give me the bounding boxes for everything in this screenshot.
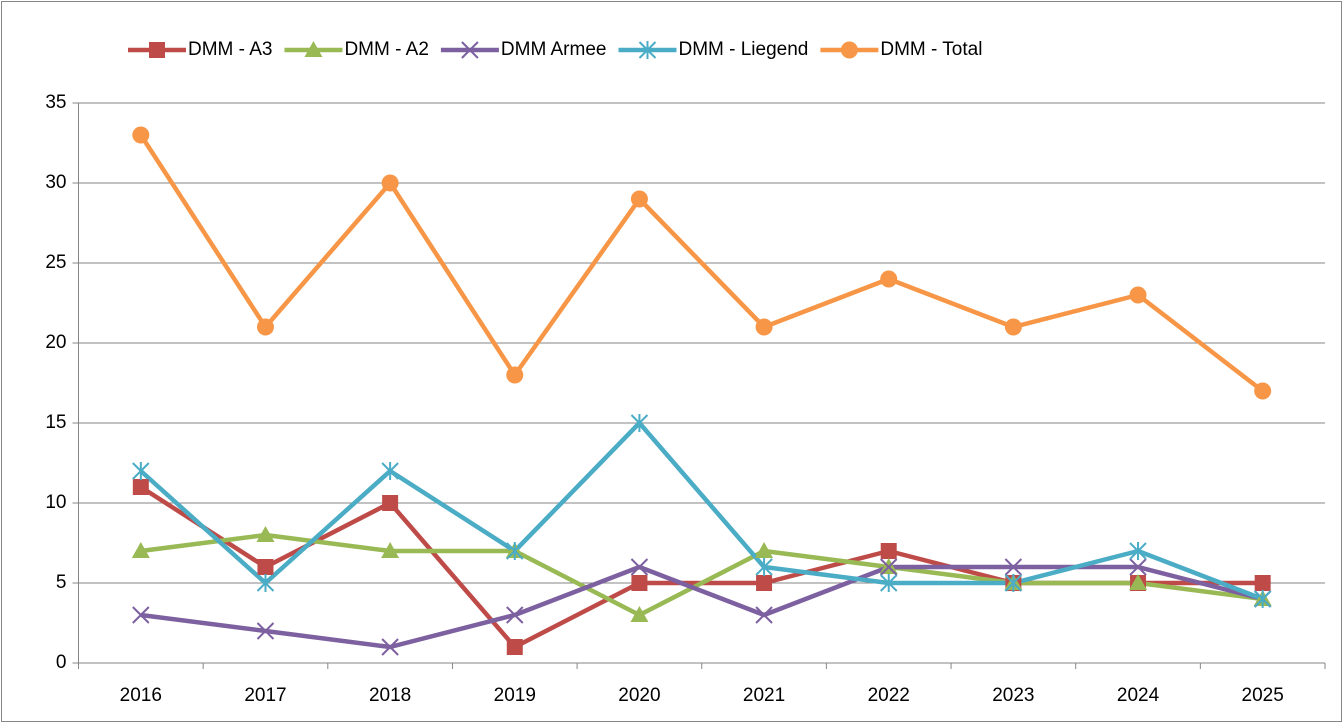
marker [755,558,773,576]
y-tick-label: 15 [45,412,66,433]
marker [880,543,897,559]
marker [1129,542,1147,560]
marker [755,542,774,558]
y-tick-label: 0 [56,652,67,673]
x-tick-label: 2023 [992,685,1034,706]
x-tick-label: 2024 [1117,685,1160,706]
x-tick-label: 2019 [494,685,536,706]
marker [880,558,898,576]
legend-item: DMM - A3 [128,39,272,60]
marker [1004,574,1023,592]
legend-item: DMM - A2 [284,39,429,60]
marker [132,126,150,144]
legend-label: DMM - Liegend [678,39,808,60]
y-tick-label: 25 [45,252,66,273]
marker [1254,575,1271,591]
marker [256,574,275,592]
marker [256,318,274,336]
y-tick-label: 10 [45,492,66,513]
marker [131,542,150,558]
x-tick-label: 2018 [369,685,411,706]
marker [381,174,399,192]
series-line [140,532,1263,618]
marker [132,479,149,495]
marker [630,414,649,432]
y-tick-label: 30 [45,172,66,193]
y-tick-label: 20 [45,332,66,353]
marker [132,606,150,624]
marker [755,318,773,336]
legend-label: DMM Armee [501,39,607,60]
x-tick-label: 2022 [868,685,910,706]
x-tick-label: 2016 [120,685,162,706]
legend-label: DMM - A3 [188,39,272,60]
series-line [138,133,1265,393]
marker [1004,318,1022,336]
marker [381,638,399,656]
marker [755,606,773,624]
marker [381,542,400,558]
marker [630,606,649,622]
marker [506,542,524,560]
series-line [139,420,1264,602]
marker [840,41,858,59]
marker [1254,382,1272,400]
legend-item: DMM - Total [820,39,982,60]
legend-item: DMM Armee [440,39,607,60]
x-tick-label: 2025 [1242,685,1284,706]
marker [1129,574,1148,590]
y-tick-label: 5 [56,572,67,593]
marker [257,559,274,575]
marker [630,558,649,576]
legend-label: DMM - Total [880,39,982,60]
x-tick-label: 2020 [618,685,660,706]
marker [304,41,323,57]
marker [880,574,898,592]
x-tick-label: 2017 [244,685,286,706]
legend-label: DMM - A2 [344,39,428,60]
marker [1253,590,1272,608]
legend-item: DMM - Liegend [618,39,808,60]
marker [1129,286,1147,304]
marker [256,622,275,640]
x-tick-label: 2021 [743,685,785,706]
marker [461,41,479,59]
marker [1004,558,1023,576]
marker [132,462,150,480]
marker [256,526,275,542]
marker [630,190,648,208]
marker [880,270,898,288]
marker [149,42,165,58]
marker [506,639,523,655]
marker [638,41,657,59]
marker [506,606,524,624]
marker [1129,558,1147,576]
marker [756,575,773,591]
marker [506,366,524,384]
marker [631,575,648,591]
y-tick-label: 35 [45,92,66,113]
marker [382,495,399,511]
marker [381,462,399,480]
